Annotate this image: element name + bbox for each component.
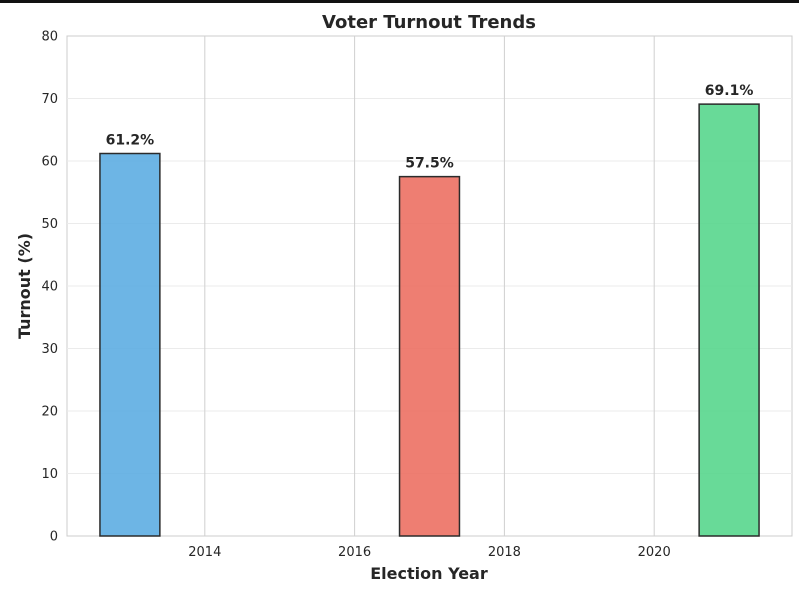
bars: 61.2% 57.5% 69.1%	[99, 83, 760, 537]
y-tick-label: 80	[41, 30, 58, 45]
y-tick-label: 50	[41, 217, 58, 232]
y-tick-label: 20	[41, 405, 58, 420]
bar-2021	[698, 103, 760, 537]
y-tick-label: 70	[41, 92, 58, 107]
x-tick-label: 2020	[638, 545, 671, 560]
tick-labels: 0 10 20 30 40 50 60 70 80 2014 2016 2018 2020	[41, 30, 670, 561]
x-tick-label: 2018	[488, 545, 521, 560]
data-label: 57.5%	[405, 156, 454, 172]
data-label: 61.2%	[106, 133, 155, 149]
data-label: 69.1%	[705, 83, 754, 99]
bar-2013	[99, 152, 161, 537]
window-top-border	[0, 0, 799, 3]
bar-2017	[398, 175, 461, 537]
x-tick-label: 2014	[188, 545, 221, 560]
y-tick-label: 40	[41, 280, 58, 295]
y-tick-label: 10	[41, 467, 58, 482]
y-tick-label: 0	[50, 530, 58, 545]
chart-title: Voter Turnout Trends	[322, 12, 536, 33]
y-tick-label: 60	[41, 155, 58, 170]
x-tick-label: 2016	[338, 545, 371, 560]
y-axis-label: Turnout (%)	[15, 233, 34, 339]
y-tick-label: 30	[41, 342, 58, 357]
x-axis-label: Election Year	[370, 564, 488, 583]
